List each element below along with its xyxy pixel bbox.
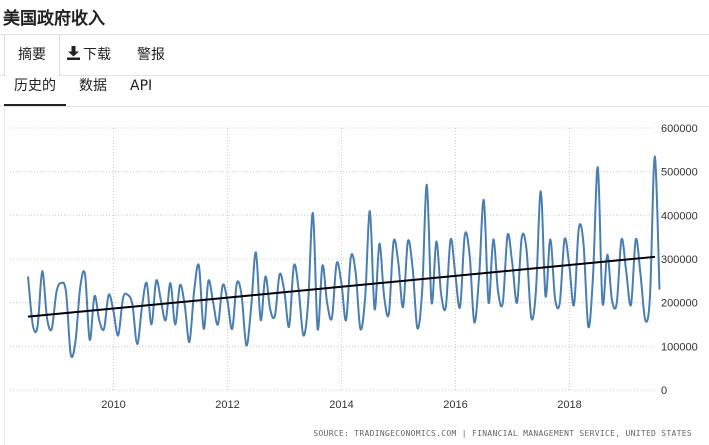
gridlines [10,127,655,391]
summary-label: 摘要 [18,47,46,63]
trend-line [27,255,656,318]
alert-label: 警报 [137,47,165,63]
y-tick-label: 200000 [661,298,698,310]
tab-api-label: API [130,78,153,94]
tab-api[interactable]: API [130,75,152,104]
toolbar: 摘要 下载 警报 [0,34,709,76]
tab-data-label: 数据 [79,78,107,94]
y-tick-label: 400000 [661,210,698,222]
tab-history-label: 历史的 [14,78,56,94]
tab-bar: 历史的 数据 API [0,75,709,107]
alert-button[interactable]: 警报 [137,35,165,75]
y-tick-label: 300000 [661,254,698,266]
x-tick-label: 2012 [215,399,239,411]
summary-button[interactable]: 摘要 [4,35,60,76]
tab-data[interactable]: 数据 [79,75,107,104]
y-tick-label: 600000 [661,123,698,135]
page-title: 美国政府收入 [3,9,105,29]
y-tick-label: 0 [661,385,667,397]
x-tick-label: 2014 [329,399,353,411]
download-icon [67,46,80,60]
source-note: SOURCE: TRADINGECONOMICS.COM | FINANCIAL… [313,429,692,438]
y-tick-label: 500000 [661,167,698,179]
series-layer [27,155,661,359]
chart-frame [4,108,709,445]
tick-labels: 0 100000 200000 300000 400000 500000 600000 201… [101,123,697,411]
tab-history[interactable]: 历史的 [4,75,66,106]
x-tick-label: 2016 [443,399,467,411]
download-button[interactable]: 下载 [67,35,111,75]
series-line [27,155,661,359]
download-label: 下载 [83,47,111,63]
x-tick-label: 2010 [101,399,125,411]
x-tick-label: 2018 [557,399,581,411]
y-tick-label: 100000 [661,341,698,353]
